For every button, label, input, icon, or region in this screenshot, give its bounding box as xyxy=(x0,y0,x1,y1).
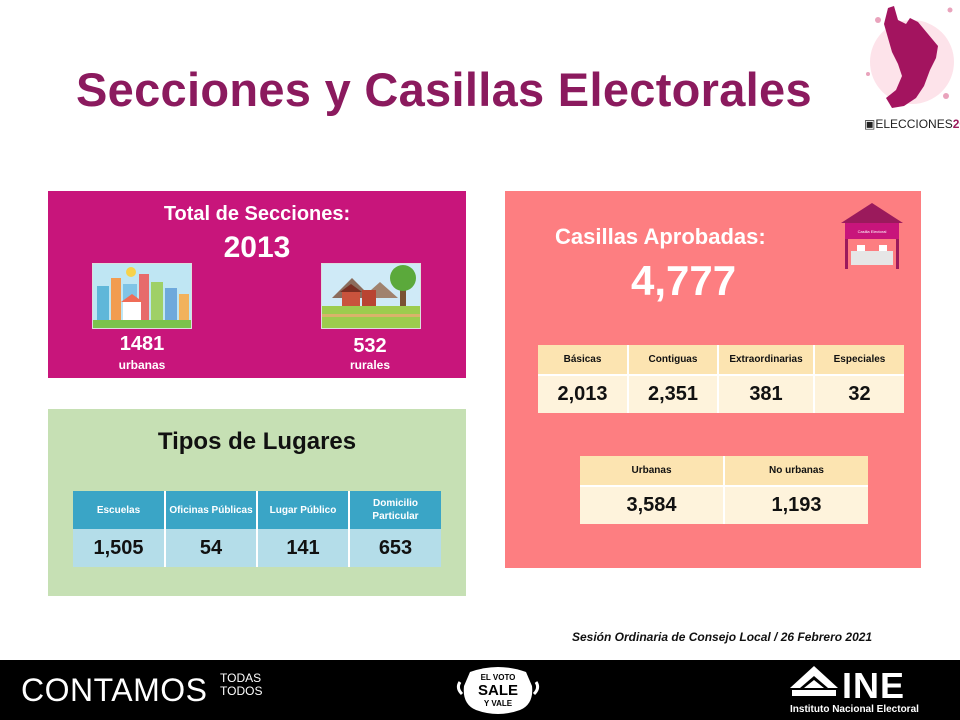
tipos-header-domicilio: Domicilio Particular xyxy=(349,491,441,529)
rurales-count: 532 xyxy=(353,335,387,357)
todos-text: TODOS xyxy=(220,684,263,698)
tipos-lugares-panel: Tipos de Lugares Escuelas Oficinas Públi… xyxy=(48,409,466,596)
tipos-table: Escuelas Oficinas Públicas Lugar Público… xyxy=(73,491,441,567)
tipos-value-domicilio: 653 xyxy=(349,529,441,567)
contamos-logo: CONTAMOS xyxy=(21,672,208,708)
ballot-box-icon: ▣ xyxy=(864,117,876,131)
area-header-urbanas: Urbanas xyxy=(580,456,725,486)
area-header-row: Urbanas No urbanas xyxy=(580,456,868,486)
tipos-value-escuelas: 1,505 xyxy=(73,529,166,567)
casillas-header-basicas: Básicas xyxy=(538,345,629,375)
casillas-header-row: Básicas Contiguas Extraordinarias Especi… xyxy=(538,345,904,375)
casillas-header-contiguas: Contiguas xyxy=(628,345,719,375)
casillas-value-extraordinarias: 381 xyxy=(718,374,815,413)
casillas-total: 4,777 xyxy=(631,257,737,304)
casillas-panel: Casillas Aprobadas: 4,777 Casilla Electo… xyxy=(505,191,921,568)
area-value-urbanas: 3,584 xyxy=(580,485,725,524)
secciones-total: 2013 xyxy=(223,231,291,264)
casillas-title: Casillas Aprobadas: xyxy=(555,224,766,249)
logo-prefix: ELECCIONES xyxy=(875,117,953,131)
urbanas-label: urbanas xyxy=(118,358,166,372)
kiosk-label: Casilla Electoral xyxy=(858,229,887,234)
casillas-tipo-table: Básicas Contiguas Extraordinarias Especi… xyxy=(538,345,904,413)
casilla-electoral-icon: Casilla Electoral xyxy=(839,203,905,274)
tipos-header-escuelas: Escuelas xyxy=(73,491,166,529)
secciones-panel: Total de Secciones: 2013 xyxy=(48,191,466,378)
footer-bar: CONTAMOS TODAS TODOS EL VOTO SALE Y VALE… xyxy=(0,660,960,720)
casillas-area-table: Urbanas No urbanas 3,584 1,193 xyxy=(580,456,868,524)
todas-text: TODAS xyxy=(220,671,262,685)
casillas-value-especiales: 32 xyxy=(814,374,904,413)
voto-line3: Y VALE xyxy=(484,699,513,708)
urbanas-count: 1481 xyxy=(119,333,165,355)
session-caption: Sesión Ordinaria de Consejo Local / 26 F… xyxy=(572,630,873,644)
tipos-header-oficinas: Oficinas Públicas xyxy=(165,491,258,529)
tipos-value-lugar: 141 xyxy=(257,529,350,567)
ine-emblem-icon xyxy=(790,666,838,696)
area-header-no-urbanas: No urbanas xyxy=(724,456,868,486)
elecciones-2021-logo xyxy=(858,0,960,140)
area-value-row: 3,584 1,193 xyxy=(580,485,868,524)
tipos-header-row: Escuelas Oficinas Públicas Lugar Público… xyxy=(73,491,441,529)
logo-year: 2021 xyxy=(952,117,960,131)
casillas-value-basicas: 2,013 xyxy=(538,374,629,413)
tipos-header-lugar: Lugar Público xyxy=(257,491,350,529)
tamaulipas-map-icon xyxy=(866,6,954,108)
casillas-header-especiales: Especiales xyxy=(814,345,904,375)
rurales-label: rurales xyxy=(349,358,391,372)
city-illustration xyxy=(92,263,192,329)
casillas-value-contiguas: 2,351 xyxy=(628,374,719,413)
voto-line2: SALE xyxy=(478,682,518,699)
secciones-title: Total de Secciones: xyxy=(163,203,351,225)
page-title: Secciones y Casillas Electorales xyxy=(76,63,812,116)
tipos-value-oficinas: 54 xyxy=(165,529,258,567)
casillas-header-extraordinarias: Extraordinarias xyxy=(718,345,815,375)
rural-illustration xyxy=(321,263,421,329)
casillas-value-row: 2,013 2,351 381 32 xyxy=(538,374,904,413)
area-value-no-urbanas: 1,193 xyxy=(724,485,868,524)
voto-line1: EL VOTO xyxy=(481,673,516,682)
voto-sale-logo: EL VOTO SALE Y VALE xyxy=(456,664,540,720)
todas-todos-logo: TODAS TODOS xyxy=(220,672,262,698)
tipos-title: Tipos de Lugares xyxy=(157,428,357,455)
elecciones-logo-text: ▣ELECCIONES2021 xyxy=(864,117,960,131)
ine-wordmark: INE xyxy=(842,665,906,706)
tipos-value-row: 1,505 54 141 653 xyxy=(73,529,441,567)
ine-fullname: Instituto Nacional Electoral xyxy=(790,704,919,715)
